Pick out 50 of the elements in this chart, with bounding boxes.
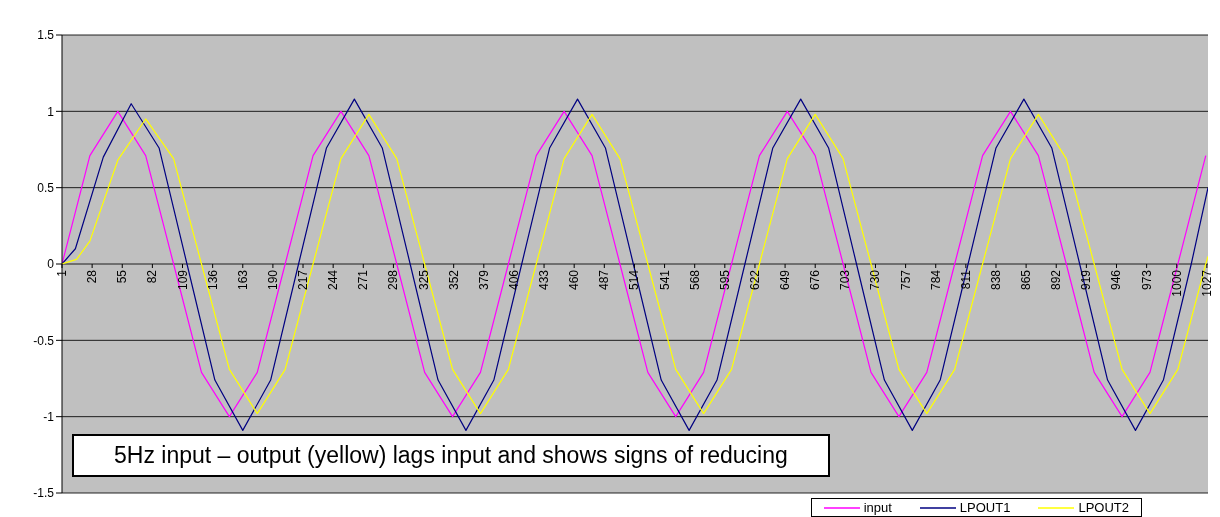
x-tick-label: 649 xyxy=(778,269,793,291)
y-tick-label: -1 xyxy=(43,409,55,424)
x-tick-label: 244 xyxy=(326,269,341,291)
x-tick-label: 1 xyxy=(55,269,69,277)
legend-label: LPOUT1 xyxy=(959,500,1011,515)
x-tick-label: 109 xyxy=(175,269,190,291)
legend-label: input xyxy=(863,500,892,515)
x-tick-label: 298 xyxy=(386,269,401,291)
x-tick-label: 595 xyxy=(717,269,732,291)
x-tick-label: 217 xyxy=(296,269,311,291)
x-tick-label: 622 xyxy=(747,269,762,291)
x-tick-label: 784 xyxy=(928,269,943,291)
y-tick-label: 0.5 xyxy=(37,180,55,195)
x-tick-label: 433 xyxy=(537,269,552,291)
x-tick-label: 757 xyxy=(898,269,913,291)
x-tick-label: 28 xyxy=(85,269,100,284)
y-tick-label: -1.5 xyxy=(33,486,55,501)
y-tick-label: -0.5 xyxy=(33,333,55,348)
x-tick-label: 352 xyxy=(446,269,461,291)
x-tick-label: 136 xyxy=(205,269,220,291)
x-tick-label: 946 xyxy=(1109,269,1124,291)
x-tick-label: 325 xyxy=(416,269,431,291)
x-tick-label: 973 xyxy=(1139,269,1154,291)
x-tick-label: 190 xyxy=(265,269,280,291)
note-box: 5Hz input – output (yellow) lags input and shows signs of reducing xyxy=(72,434,830,477)
x-tick-label: 865 xyxy=(1019,269,1034,291)
x-tick-label: 514 xyxy=(627,269,642,291)
x-tick-label: 703 xyxy=(838,269,853,291)
x-tick-label: 379 xyxy=(476,269,491,291)
y-tick-label: 0 xyxy=(47,257,55,272)
x-tick-label: 1000 xyxy=(1169,269,1184,297)
x-tick-label: 271 xyxy=(356,269,371,291)
x-tick-label: 730 xyxy=(868,269,883,291)
x-tick-label: 568 xyxy=(687,269,702,291)
x-tick-label: 541 xyxy=(657,269,672,291)
x-tick-label: 487 xyxy=(597,269,612,291)
x-tick-label: 811 xyxy=(958,269,973,290)
x-tick-label: 460 xyxy=(567,269,582,291)
x-tick-label: 892 xyxy=(1049,269,1064,291)
x-tick-label: 406 xyxy=(506,269,521,291)
y-tick-label: 1.5 xyxy=(37,28,55,43)
x-tick-label: 838 xyxy=(988,269,1003,291)
x-tick-label: 82 xyxy=(145,269,160,284)
y-tick-label: 1 xyxy=(47,104,55,119)
x-tick-label: 1027 xyxy=(1199,269,1214,297)
x-tick-label: 163 xyxy=(235,269,250,291)
x-tick-label: 55 xyxy=(115,269,130,284)
x-tick-label: 919 xyxy=(1079,269,1094,291)
legend-label: LPOUT2 xyxy=(1078,500,1129,515)
x-tick-label: 676 xyxy=(808,269,823,291)
